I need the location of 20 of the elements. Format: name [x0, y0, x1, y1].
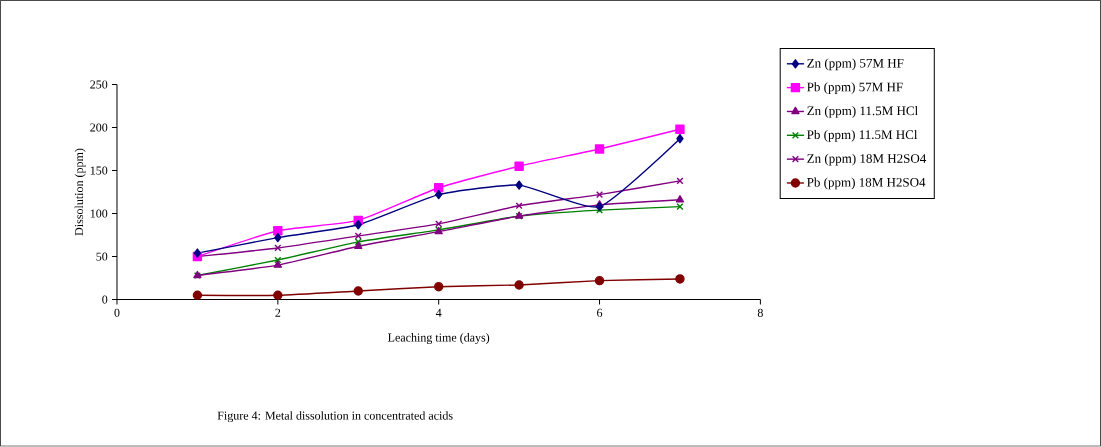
- legend-label: Zn (ppm) 57M HF: [807, 58, 904, 71]
- y-tick-label: 0: [102, 295, 108, 304]
- x-tick-label: 8: [757, 308, 763, 318]
- y-axis-title: Dissolution (ppm): [74, 148, 86, 236]
- legend-label: Pb (ppm) 57M HF: [807, 82, 903, 95]
- legend-label: Zn (ppm) 18M H2SO4: [807, 153, 927, 166]
- y-tick-label: 250: [90, 80, 108, 89]
- x-tick-label: 2: [275, 308, 281, 317]
- caption: Figure 4: Metal dissolution in concentrated acids: [217, 411, 453, 423]
- legend-label: Zn (ppm) 11.5M HCl: [807, 106, 918, 119]
- x-tick-label: 0: [114, 308, 120, 318]
- y-tick-label: 50: [96, 252, 108, 261]
- y-tick-label: 100: [90, 209, 108, 218]
- y-tick-label: 200: [90, 123, 108, 132]
- x-axis-title: Leaching time (days): [388, 333, 490, 345]
- x-tick-label: 6: [597, 308, 603, 318]
- legend-label: Pb (ppm) 11.5M HCl: [807, 130, 918, 142]
- x-tick-label: 4: [435, 308, 442, 317]
- legend-label: Pb (ppm) 18M H2SO4: [807, 177, 926, 190]
- y-tick-label: 150: [90, 166, 108, 175]
